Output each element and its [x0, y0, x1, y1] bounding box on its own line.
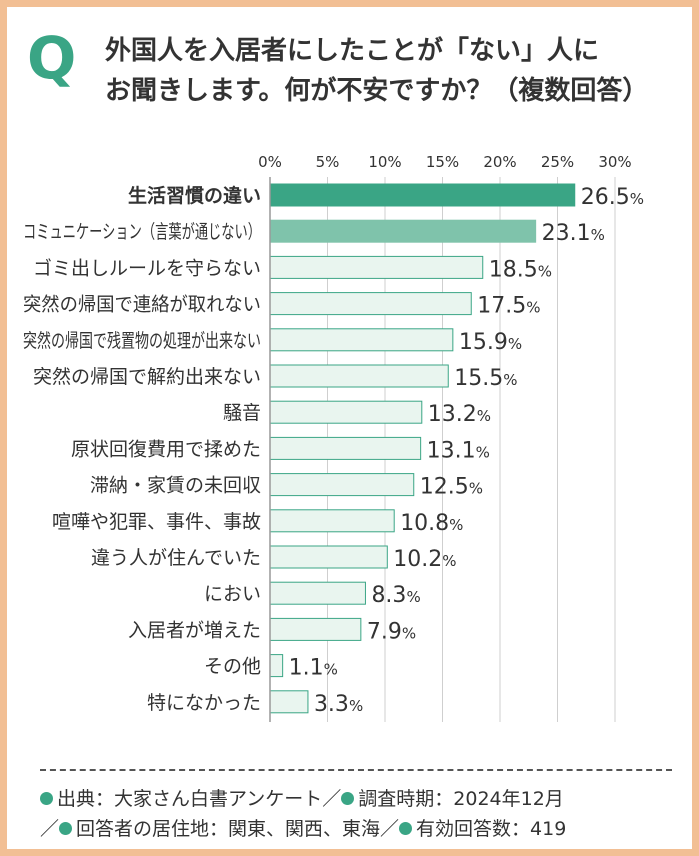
bar [269, 219, 537, 243]
value-label: 12.5% [420, 475, 483, 500]
bar [269, 328, 454, 352]
bar [269, 581, 366, 605]
residence-label: 回答者の居住地：関東、関西、東海 [76, 818, 381, 840]
bar-chart: 0% 5% 10% 15% 20% 25% 30% 生活習慣の違いコミュニケーション（言葉が… [23, 153, 644, 722]
separator: ／ [322, 788, 342, 810]
value-label: 15.9% [459, 330, 522, 355]
category-label: ゴミ出しルールを守らない [33, 257, 261, 279]
bar [269, 400, 423, 424]
footer-line-1: 出典：大家さん白書アンケート／ 調査時期：2024年12月 [40, 784, 680, 814]
category-label: におい [204, 583, 261, 605]
bar [269, 292, 472, 316]
bullet-dot-icon [59, 822, 73, 835]
x-tick-label: 10% [368, 153, 401, 171]
x-tick-label: 5% [316, 153, 340, 171]
question-line-2: お聞きします。何が不安ですか？（複数回答） [105, 76, 649, 106]
category-label: 特になかった [147, 692, 261, 714]
bar [269, 364, 449, 388]
bar [269, 654, 284, 678]
bar [269, 617, 362, 641]
footer-divider [40, 769, 672, 771]
bar [269, 473, 415, 497]
value-label: 18.5% [489, 257, 552, 282]
value-label: 26.5% [581, 185, 644, 210]
category-label: その他 [204, 656, 261, 678]
bar [269, 183, 576, 207]
x-tick-labels: 0% 5% 10% 15% 20% 25% 30% [258, 153, 632, 171]
category-label: 喧嘩や犯罪、事件、事故 [52, 511, 261, 533]
value-label: 1.1% [289, 656, 338, 681]
respondent-count-label: 有効回答数：419 [416, 818, 567, 840]
category-label: 原状回復費用で揉めた [71, 438, 261, 460]
value-label: 10.2% [393, 547, 456, 572]
category-label: 滞納・家賃の未回収 [90, 475, 261, 497]
bar [269, 255, 484, 279]
category-label: 突然の帰国で連絡が取れない [23, 294, 261, 316]
source-label: 出典：大家さん白書アンケート [57, 788, 323, 810]
survey-card: Q 外国人を入居者にしたことが「ない」人に お聞きします。何が不安ですか？（複数… [7, 7, 692, 849]
category-label: 生活習慣の違い [128, 184, 261, 207]
value-label: 13.2% [428, 402, 491, 427]
category-label: 騒音 [223, 402, 261, 424]
value-label: 10.8% [400, 511, 463, 536]
value-label: 17.5% [477, 294, 540, 319]
value-label: 8.3% [371, 583, 420, 608]
value-labels: 26.5% 23.1% 18.5% 17.5% 15.9% 15.5% 13.2% 13.1%… [289, 185, 644, 717]
x-tick-label: 20% [483, 153, 516, 171]
bullet-dot-icon [40, 792, 53, 805]
bar [269, 436, 422, 460]
value-label: 15.5% [454, 366, 517, 391]
period-label: 調査時期：2024年12月 [358, 788, 564, 810]
category-label: 突然の帰国で残置物の処理が出来ない [23, 330, 261, 352]
bullet-dot-icon [341, 792, 355, 805]
q-mark: Q [27, 24, 77, 92]
bar [269, 509, 395, 533]
category-label: 違う人が住んでいた [91, 547, 261, 569]
question-title: 外国人を入居者にしたことが「ない」人に お聞きします。何が不安ですか？（複数回答… [105, 31, 680, 111]
footer-line-2: ／回答者の居住地：関東、関西、東海／ 有効回答数：419 [40, 814, 680, 844]
bullet-dot-icon [399, 822, 413, 835]
footer: 出典：大家さん白書アンケート／ 調査時期：2024年12月 ／回答者の居住地：関東… [40, 784, 680, 844]
x-tick-label: 25% [541, 153, 574, 171]
category-label: 入居者が増えた [128, 619, 261, 641]
bar [269, 690, 309, 714]
x-tick-label: 15% [426, 153, 459, 171]
category-labels: 生活習慣の違いコミュニケーション（言葉が通じない）ゴミ出しルールを守らない突然の… [23, 184, 261, 714]
x-tick-label: 0% [258, 153, 282, 171]
value-label: 7.9% [367, 619, 416, 644]
value-label: 3.3% [314, 692, 363, 717]
value-label: 13.1% [427, 438, 490, 463]
question-line-1: 外国人を入居者にしたことが「ない」人に [105, 36, 600, 66]
x-tick-label: 30% [598, 153, 631, 171]
bar [269, 545, 388, 569]
category-label: コミュニケーション（言葉が通じない） [23, 221, 261, 243]
separator: ／ [380, 818, 400, 840]
value-label: 23.1% [542, 221, 605, 246]
category-label: 突然の帰国で解約出来ない [33, 366, 261, 388]
separator: ／ [40, 818, 60, 840]
